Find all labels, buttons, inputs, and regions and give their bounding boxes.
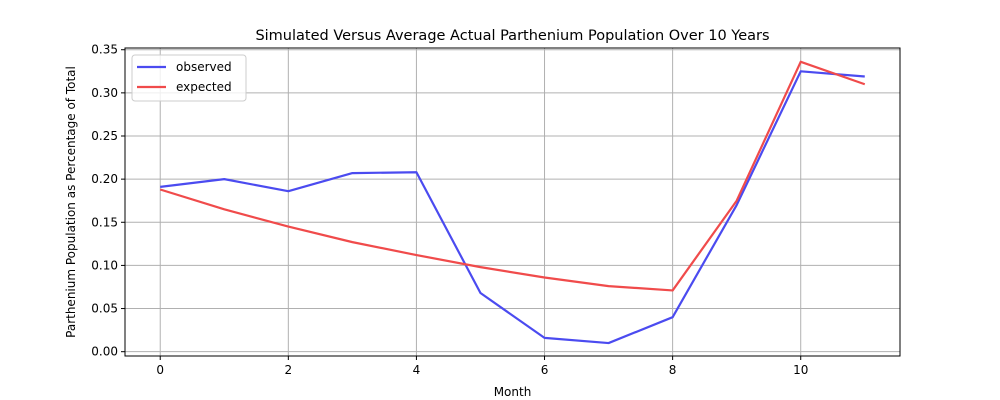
y-tick-label: 0.35 <box>91 43 118 57</box>
x-tick-label: 8 <box>669 363 677 377</box>
y-tick-label: 0.15 <box>91 215 118 229</box>
x-tick-label: 10 <box>793 363 808 377</box>
series-line-expected <box>159 60 866 292</box>
grid <box>125 48 900 356</box>
y-axis-label: Parthenium Population as Percentage of T… <box>64 66 78 338</box>
y-tick-label: 0.10 <box>91 258 118 272</box>
x-tick-label: 0 <box>156 363 164 377</box>
x-tick-label: 2 <box>285 363 293 377</box>
x-tick-label: 4 <box>413 363 421 377</box>
plot-frame <box>124 47 901 357</box>
x-axis: 0 2 4 6 8 10 <box>156 356 808 377</box>
legend-label-expected: expected <box>176 80 232 94</box>
y-tick-label: 0.00 <box>91 345 118 359</box>
y-axis: 0.00 0.05 0.10 0.15 0.20 0.25 0.30 0.35 <box>91 43 125 359</box>
chart-title: Simulated Versus Average Actual Partheni… <box>255 28 769 44</box>
series-line-observed <box>160 70 865 345</box>
x-tick-label: 6 <box>541 363 549 377</box>
y-tick-label: 0.30 <box>91 86 118 100</box>
legend: observed expected <box>131 54 247 102</box>
y-tick-label: 0.05 <box>91 302 118 316</box>
y-tick-label: 0.20 <box>91 172 118 186</box>
series-layer <box>159 60 866 345</box>
y-tick-label: 0.25 <box>91 129 118 143</box>
x-axis-label: Month <box>494 385 532 399</box>
legend-label-observed: observed <box>176 60 232 74</box>
